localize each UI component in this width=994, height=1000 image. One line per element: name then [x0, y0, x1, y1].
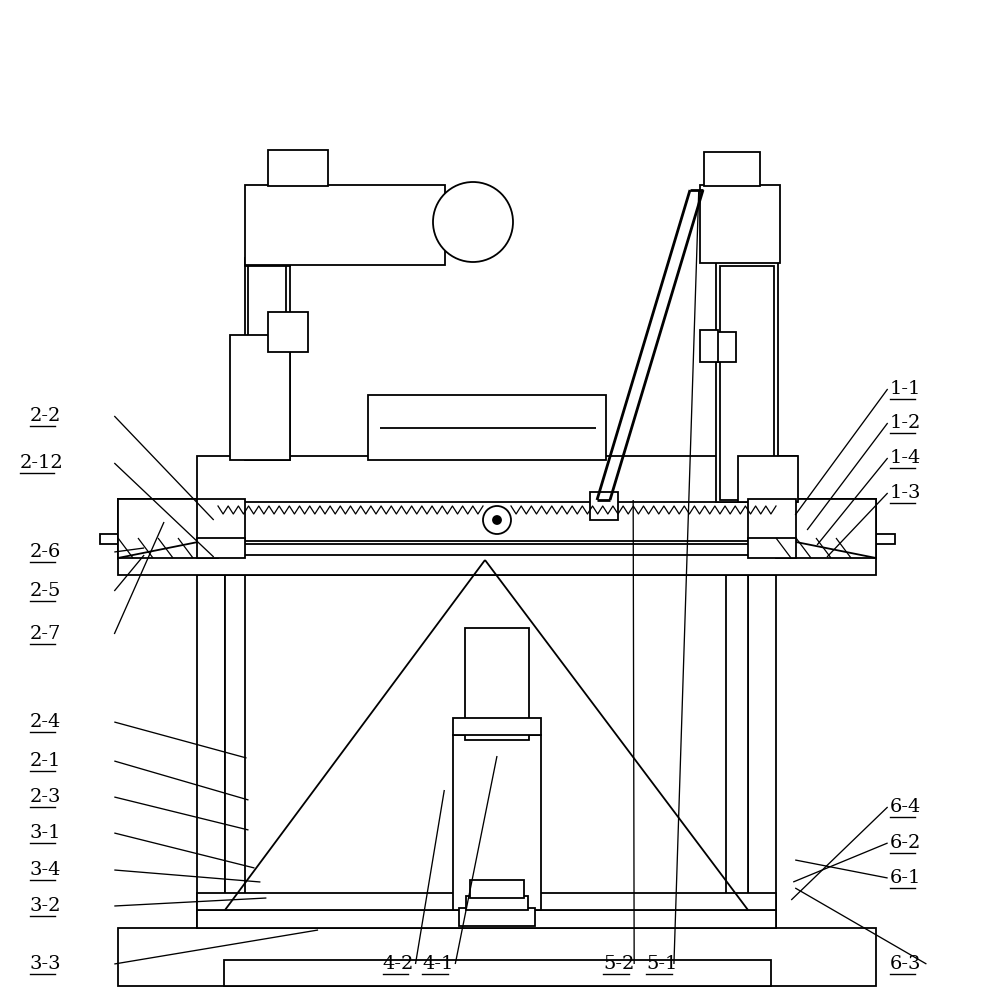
Bar — [453, 735, 541, 910]
Bar — [197, 499, 245, 541]
Text: 2-3: 2-3 — [30, 788, 62, 806]
Text: 3-3: 3-3 — [30, 955, 62, 973]
Circle shape — [130, 510, 150, 530]
Bar — [224, 960, 771, 986]
Bar — [118, 499, 218, 541]
Circle shape — [832, 510, 852, 530]
Bar — [118, 540, 876, 559]
Bar — [245, 258, 290, 266]
Bar — [738, 456, 798, 502]
Text: 5-2: 5-2 — [603, 955, 635, 973]
Text: 1-2: 1-2 — [890, 414, 921, 432]
Bar — [590, 492, 618, 520]
Circle shape — [137, 517, 143, 523]
Bar — [716, 332, 736, 362]
Bar — [459, 908, 535, 926]
Text: 2-1: 2-1 — [30, 752, 62, 770]
Bar — [197, 893, 776, 910]
Bar — [268, 312, 308, 352]
Circle shape — [483, 506, 511, 534]
Text: 5-1: 5-1 — [646, 955, 678, 973]
Text: 2-4: 2-4 — [30, 713, 62, 731]
Polygon shape — [776, 538, 876, 558]
Bar — [748, 538, 796, 558]
Text: 6-2: 6-2 — [890, 834, 921, 852]
Text: 2-12: 2-12 — [20, 454, 64, 472]
Bar — [700, 185, 780, 263]
Bar — [704, 152, 760, 186]
Circle shape — [788, 510, 808, 530]
Bar — [716, 262, 778, 502]
Circle shape — [810, 510, 830, 530]
Bar — [197, 910, 776, 928]
Bar — [776, 499, 876, 541]
Bar — [225, 557, 245, 928]
Text: 2-2: 2-2 — [30, 407, 62, 425]
Bar — [197, 538, 245, 558]
Circle shape — [433, 182, 513, 262]
Text: 3-1: 3-1 — [30, 824, 62, 842]
Bar — [197, 557, 225, 928]
Text: 6-1: 6-1 — [890, 869, 921, 887]
Bar — [118, 555, 876, 575]
Text: 1-4: 1-4 — [890, 449, 921, 467]
Text: 3-4: 3-4 — [30, 861, 62, 879]
Text: 6-4: 6-4 — [890, 798, 921, 816]
Bar — [748, 557, 776, 928]
Bar — [245, 260, 290, 460]
Circle shape — [152, 510, 172, 530]
Text: 2-7: 2-7 — [30, 625, 62, 643]
Bar — [118, 928, 876, 986]
Text: 1-3: 1-3 — [890, 484, 921, 502]
Circle shape — [159, 517, 165, 523]
Bar — [118, 499, 876, 541]
Text: 3-2: 3-2 — [30, 897, 62, 915]
Bar — [466, 896, 528, 910]
Text: 2-6: 2-6 — [30, 543, 62, 561]
Bar — [726, 557, 748, 928]
Bar — [100, 534, 895, 544]
Bar — [368, 395, 606, 460]
Bar — [700, 330, 718, 362]
Bar — [197, 557, 776, 575]
Circle shape — [493, 516, 501, 524]
Bar — [245, 185, 445, 265]
Bar — [248, 263, 286, 458]
Polygon shape — [776, 499, 876, 558]
Circle shape — [181, 517, 187, 523]
Text: 4-2: 4-2 — [383, 955, 414, 973]
Text: 2-5: 2-5 — [30, 582, 62, 600]
Text: 4-1: 4-1 — [422, 955, 454, 973]
Bar — [230, 335, 290, 460]
Bar — [720, 266, 774, 500]
Polygon shape — [118, 538, 218, 558]
Bar — [465, 628, 529, 740]
Bar — [470, 880, 524, 898]
Circle shape — [817, 517, 823, 523]
Text: 1-1: 1-1 — [890, 380, 921, 398]
Circle shape — [795, 517, 801, 523]
Text: 6-3: 6-3 — [890, 955, 921, 973]
Bar — [268, 150, 328, 186]
Bar — [197, 456, 797, 502]
Circle shape — [839, 517, 845, 523]
Bar — [748, 499, 796, 541]
Bar — [453, 718, 541, 735]
Circle shape — [174, 510, 194, 530]
Polygon shape — [118, 499, 218, 558]
